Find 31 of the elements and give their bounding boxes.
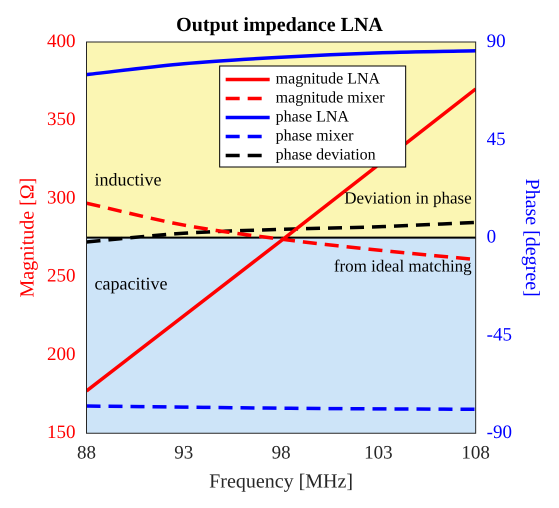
y2-tick-label: 90 [486,30,506,52]
y-tick-label: 350 [47,109,76,130]
band-label: capacitive [94,274,168,294]
legend-label: magnitude mixer [276,90,386,107]
x-tick-label: 98 [272,442,291,464]
legend-label: phase LNA [276,108,350,126]
x-tick-label: 93 [174,442,194,464]
legend-label: magnitude LNA [276,70,381,88]
chart-title: Output impedance LNA [176,14,384,36]
y-tick-label: 300 [47,187,76,208]
line-series [86,220,476,244]
y-tick-label: 400 [47,30,76,52]
y-tick-label: 200 [47,344,76,365]
y2-axis-title: Phase [degree] [520,178,543,297]
x-axis-title: Frequency [MHz] [209,470,354,492]
line-series [86,87,476,393]
y2-tick-label: -45 [486,324,512,346]
band-label: inductive [94,170,162,190]
y-tick-label: 250 [47,266,76,287]
y2-tick-label: 45 [486,128,506,150]
y-tick-label: 150 [47,422,76,444]
annotation: from ideal matching [334,256,472,276]
legend-label: phase deviation [276,146,376,164]
legend-label: phase mixer [276,128,354,145]
y2-tick-label: 0 [486,226,496,248]
x-tick-label: 88 [77,442,96,464]
y2-tick-label: -90 [486,422,512,444]
x-tick-label: 103 [364,442,393,464]
x-tick-label: 108 [461,442,490,464]
annotation: Deviation in phase [344,188,472,208]
y-axis-title: Magnitude [Ω] [16,178,38,298]
